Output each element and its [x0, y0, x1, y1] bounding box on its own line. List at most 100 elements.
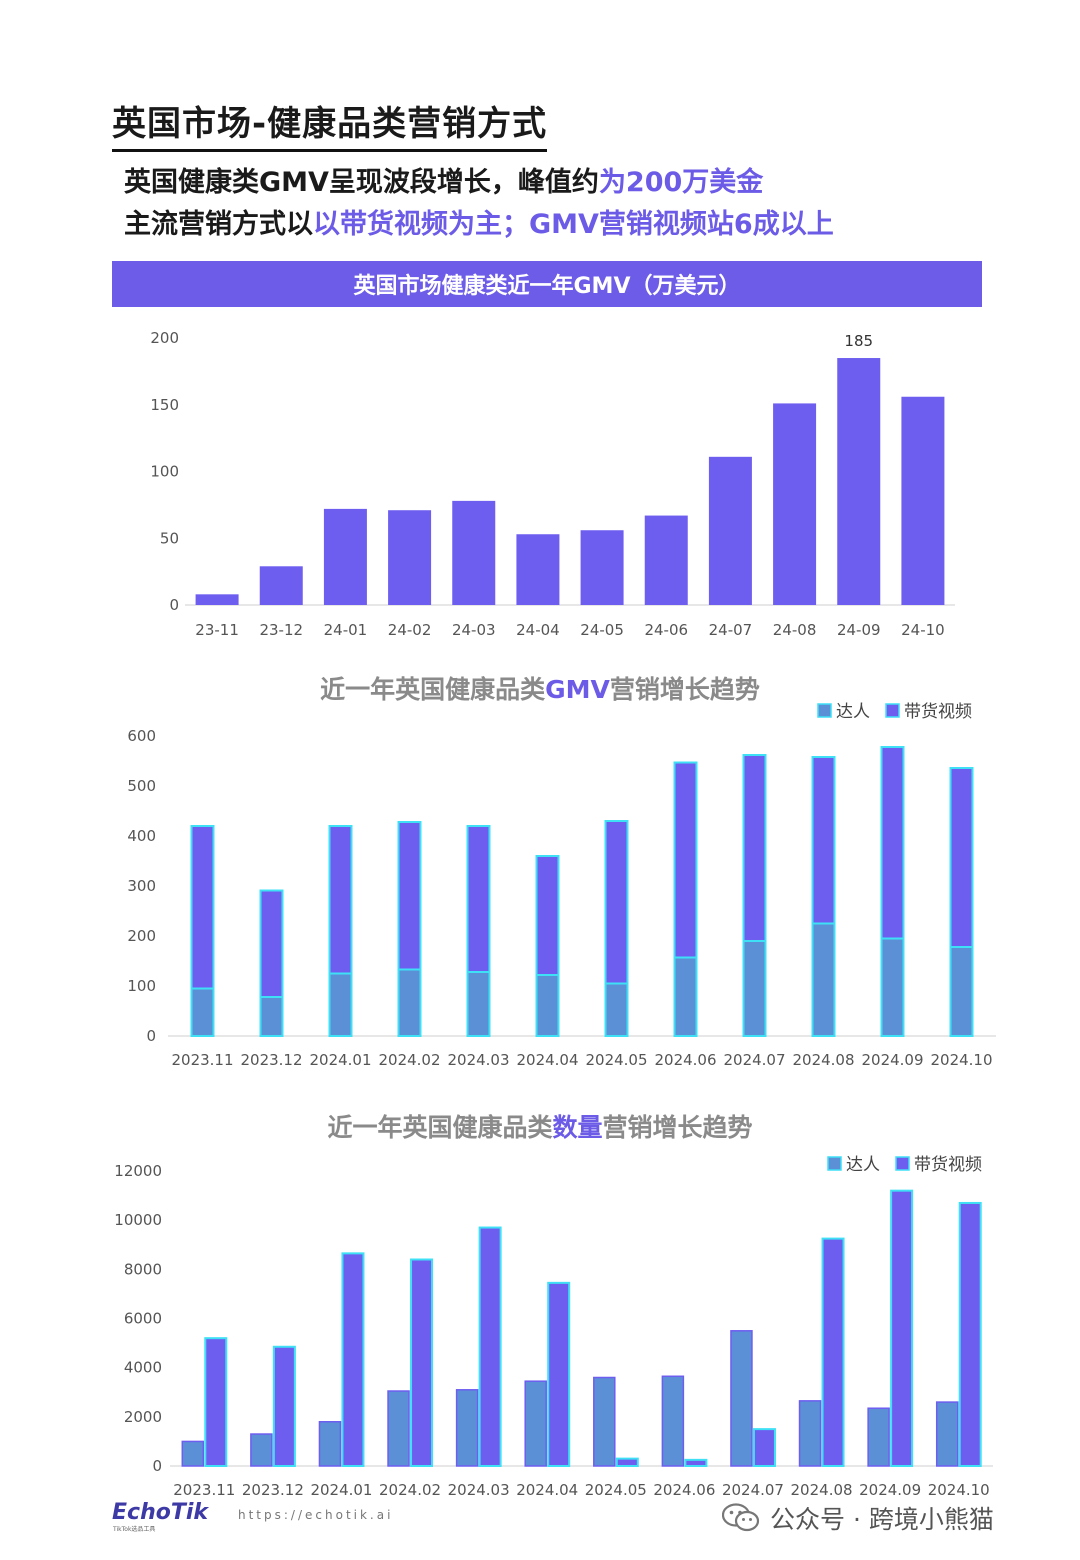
x-tick-label: 2023.11	[173, 1481, 235, 1499]
chart2-title-prefix: 近一年英国健康品类	[320, 675, 546, 704]
count-marketing-grouped-bar-chart: 0 2000 4000 6000 8000 10000 12000 2023.11 2023.1…	[114, 1155, 993, 1499]
gmv-marketing-stacked-bar-chart: 0 100 200 300 400 500 600 2023.11 2023.12 2024.01…	[127, 702, 996, 1069]
x-tick-label: 2024.06	[654, 1051, 716, 1069]
x-tick-label: 2024.10	[928, 1481, 990, 1499]
x-tick-label: 2024.01	[310, 1481, 372, 1499]
bar-segment-video	[397, 821, 422, 971]
bar-daren	[455, 1389, 479, 1467]
y-tick-label: 12000	[114, 1162, 162, 1180]
bar-video	[752, 1428, 776, 1467]
x-tick-label: 24-09	[837, 621, 881, 639]
y-tick-label: 200	[127, 927, 156, 945]
x-tick-label: 2024.05	[585, 1051, 647, 1069]
y-tick-label: 0	[152, 1457, 162, 1475]
x-tick-label: 2023.11	[171, 1051, 233, 1069]
x-tick-label: 2024.01	[309, 1051, 371, 1069]
y-tick-label: 0	[169, 596, 179, 614]
bar-video	[684, 1458, 708, 1467]
subtitle-line-2-highlight: 以带货视频为主；GMV营销视频站6成以上	[313, 209, 834, 240]
chart3-title-suffix: 营销增长趋势	[602, 1113, 753, 1142]
x-tick-label: 24-02	[388, 621, 432, 639]
x-tick-label: 2024.02	[379, 1481, 441, 1499]
bar-segment-video	[328, 825, 353, 975]
bar-video	[890, 1189, 914, 1467]
subtitle-line-2: 主流营销方式以以带货视频为主；GMV营销视频站6成以上	[124, 202, 834, 241]
bar-daren	[798, 1400, 822, 1467]
chart2-title-suffix: 营销增长趋势	[609, 675, 760, 704]
bar-segment-video	[880, 746, 905, 940]
bar-video	[821, 1237, 845, 1467]
y-tick-label: 600	[127, 727, 156, 745]
data-label: 185	[844, 332, 873, 350]
x-tick-label: 24-05	[580, 621, 624, 639]
bar-video	[341, 1252, 365, 1467]
bar-segment-video	[673, 761, 698, 959]
x-tick-label: 24-03	[452, 621, 496, 639]
y-tick-label: 500	[127, 777, 156, 795]
subtitle-line-1: 英国健康类GMV呈现波段增长，峰值约为200万美金	[124, 160, 763, 199]
legend-label: 达人	[846, 1155, 880, 1175]
bar-daren	[181, 1440, 205, 1467]
chart2-title-highlight: GMV	[545, 675, 610, 704]
x-tick-label: 2024.03	[448, 1481, 510, 1499]
x-tick-label: 2024.08	[792, 1051, 854, 1069]
bar	[516, 534, 560, 605]
chart3-title-prefix: 近一年英国健康品类	[327, 1113, 553, 1142]
legend-swatch	[895, 1156, 910, 1171]
legend-swatch	[827, 1156, 842, 1171]
legend-swatch	[817, 703, 832, 718]
bar	[901, 396, 945, 605]
x-tick-label: 2024.04	[516, 1051, 578, 1069]
bar-daren	[935, 1401, 959, 1467]
y-tick-label: 8000	[124, 1260, 162, 1278]
x-tick-label: 2024.09	[861, 1051, 923, 1069]
wechat-account: 公众号 · 跨境小熊猫	[721, 1500, 994, 1536]
bar-video	[615, 1457, 639, 1467]
bar-daren	[250, 1433, 273, 1467]
bar-segment-video	[949, 767, 974, 948]
x-tick-label: 24-01	[324, 621, 368, 639]
y-tick-label: 100	[150, 463, 179, 481]
x-tick-label: 2024.06	[653, 1481, 715, 1499]
footer-url[interactable]: https://echotik.ai	[238, 1508, 394, 1522]
chart1-title-banner: 英国市场健康类近一年GMV（万美元）	[112, 261, 982, 307]
bar	[259, 566, 303, 605]
subtitle-line-2-text: 主流营销方式以	[124, 209, 313, 240]
x-tick-label: 2024.10	[930, 1051, 992, 1069]
bar-daren	[730, 1330, 753, 1467]
chart3-title: 近一年英国健康品类数量营销增长趋势	[0, 1108, 1080, 1144]
x-tick-label: 24-07	[709, 621, 753, 639]
bar-daren	[661, 1375, 685, 1467]
bar-video	[272, 1345, 296, 1468]
x-tick-label: 24-08	[773, 621, 817, 639]
bar-daren	[318, 1421, 342, 1467]
x-tick-label: 24-06	[644, 621, 688, 639]
bar	[195, 594, 239, 605]
bar-segment-video	[811, 756, 836, 925]
bar-daren	[387, 1390, 410, 1467]
y-tick-label: 150	[150, 396, 179, 414]
echotik-logo-subtitle: TikTok选品工具	[113, 1526, 156, 1533]
legend-swatch	[885, 703, 900, 718]
y-tick-label: 100	[127, 977, 156, 995]
bar-video	[410, 1258, 434, 1467]
y-tick-label: 400	[127, 827, 156, 845]
wechat-account-name: 公众号 · 跨境小熊猫	[770, 1505, 994, 1534]
x-tick-label: 2024.08	[791, 1481, 853, 1499]
bar	[708, 456, 752, 605]
x-tick-label: 2024.09	[859, 1481, 921, 1499]
bar	[580, 530, 624, 605]
x-tick-label: 2023.12	[242, 1481, 304, 1499]
chart2-title: 近一年英国健康品类GMV营销增长趋势	[0, 670, 1080, 706]
y-tick-label: 2000	[124, 1408, 162, 1426]
bar	[773, 403, 817, 605]
bar-segment-video	[742, 754, 767, 942]
bar	[388, 510, 432, 605]
y-tick-label: 4000	[124, 1359, 162, 1377]
gmv-monthly-bar-chart: 0 50 100 150 200 23-11 23-12 24-01 24-02 24-03 24-…	[150, 329, 955, 639]
subtitle-line-1-text: 英国健康类GMV呈现波段增长，峰值约	[124, 167, 599, 198]
x-tick-label: 2024.04	[516, 1481, 578, 1499]
chart3-title-highlight: 数量	[552, 1113, 603, 1142]
bar-video	[547, 1281, 571, 1467]
y-tick-label: 10000	[114, 1211, 162, 1229]
